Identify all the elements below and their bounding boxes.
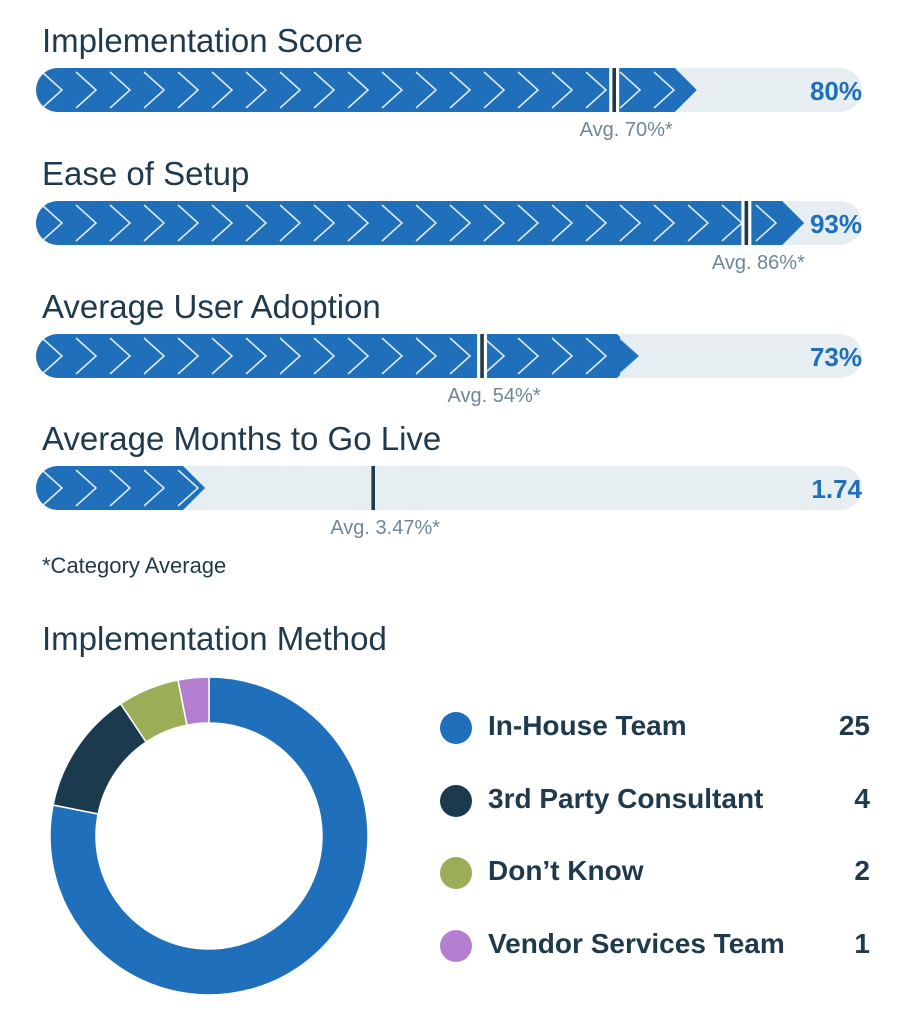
legend-item: 3rd Party Consultant 4 [438, 773, 878, 846]
legend-swatch [440, 929, 472, 962]
legend-swatch [440, 784, 472, 817]
donut-legend: In-House Team 25 3rd Party Consultant 4 Don’… [438, 700, 878, 990]
bar-fill [36, 334, 639, 378]
legend-label: In-House Team [488, 710, 687, 741]
bar-chevrons [41, 469, 200, 507]
bar-chevrons [41, 71, 697, 109]
metric-2: Average User Adoption 73% Avg. 54%* [0, 288, 906, 418]
avg-marker [741, 201, 752, 245]
legend-label: Vendor Services Team [488, 927, 785, 959]
donut-slice-0 [49, 676, 369, 996]
avg-label: Avg. 54%* [447, 385, 541, 407]
legend-item: Vendor Services Team 1 [438, 918, 878, 991]
avg-label: Avg. 86%* [711, 252, 805, 274]
legend-swatch [440, 857, 472, 889]
metric-title: Average Months to Go Live [42, 420, 442, 457]
legend-item: In-House Team 25 [438, 700, 878, 773]
bar-fill [36, 466, 206, 510]
legend-count: 25 [838, 710, 870, 741]
bar-chevrons [41, 337, 639, 375]
legend-count: 4 [854, 782, 870, 814]
bar-fill [36, 201, 805, 245]
progress-bar [36, 68, 862, 112]
bar-track [36, 466, 862, 510]
bar-fill [36, 68, 697, 112]
avg-label: Avg. 70%* [579, 119, 673, 141]
bar-value-label: 93% [809, 209, 862, 239]
progress-bar [36, 201, 862, 245]
footnote: *Category Average [42, 553, 227, 578]
legend-label: 3rd Party Consultant [488, 782, 764, 814]
bar-value-label: 73% [809, 342, 862, 372]
bar-value-label: 80% [809, 76, 862, 106]
metric-3: Average Months to Go Live 1.74 Avg. 3.47%* [0, 420, 906, 550]
metric-title: Implementation Score [42, 22, 363, 59]
legend-count: 1 [854, 927, 870, 959]
legend-label: Don’t Know [488, 855, 644, 886]
metric-title: Average User Adoption [42, 288, 381, 325]
avg-label: Avg. 3.47%* [330, 517, 441, 539]
progress-bar [36, 466, 862, 510]
avg-marker [609, 68, 620, 112]
legend-item: Don’t Know 2 [438, 845, 878, 918]
donut-slice-3 [177, 676, 210, 727]
legend-count: 2 [854, 855, 870, 886]
metric-1: Ease of Setup 93% Avg. 86%* [0, 155, 906, 285]
legend-swatch [440, 712, 472, 744]
implementation-method-title: Implementation Method [42, 620, 387, 657]
avg-marker [477, 334, 488, 378]
donut-chart [49, 676, 369, 996]
metric-0: Implementation Score 80% Avg. 70%* [0, 22, 906, 152]
metric-title: Ease of Setup [42, 155, 250, 192]
progress-bar [36, 334, 862, 378]
bar-value-label: 1.74 [811, 474, 862, 504]
avg-marker [371, 466, 376, 510]
